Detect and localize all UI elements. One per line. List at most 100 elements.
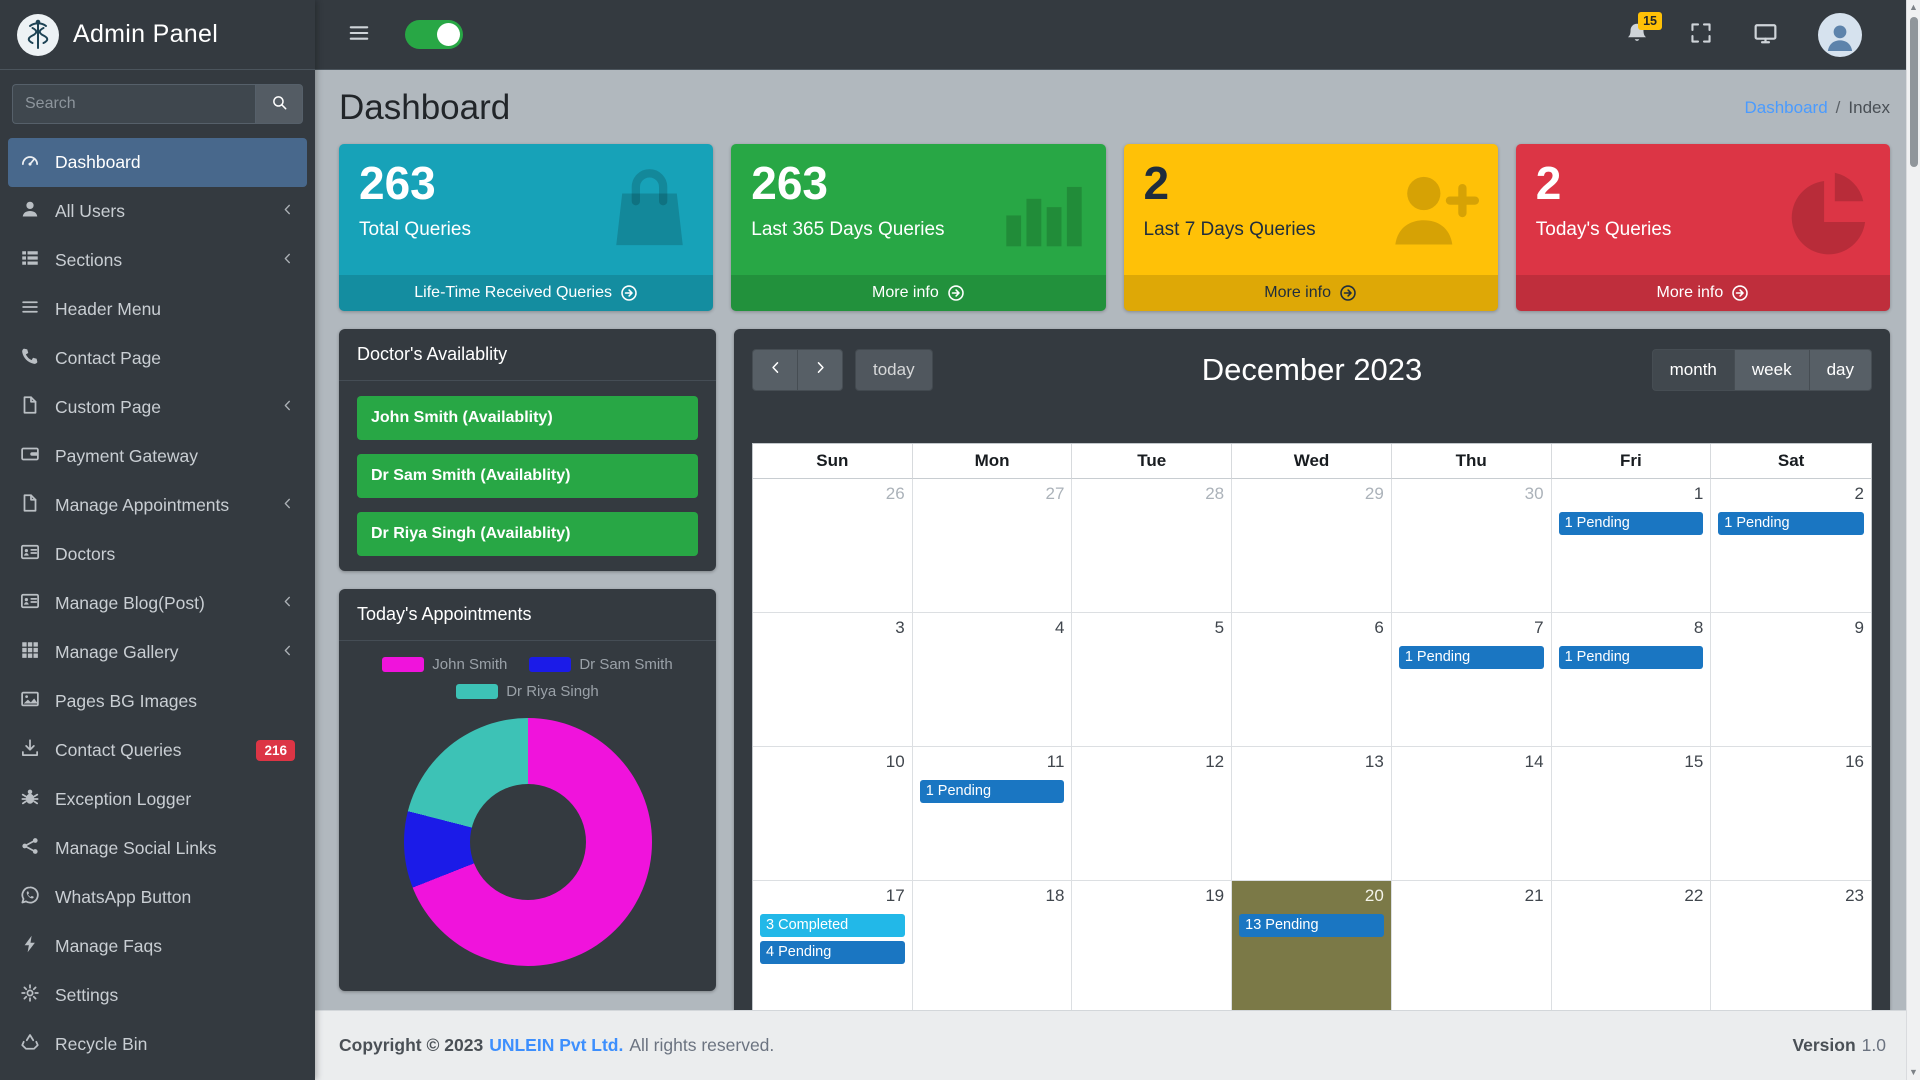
breadcrumb-separator: /	[1835, 98, 1841, 117]
calendar-date-number: 28	[1205, 483, 1225, 503]
calendar-date-number: 29	[1364, 483, 1384, 503]
calendar-card: today December 2023 month week day Sun Mon T…	[734, 328, 1890, 1010]
availability-button-dr-sam-smith-availablity[interactable]: Dr Sam Smith (Availablity)	[357, 453, 698, 498]
sidebar-item-manage-faqs[interactable]: Manage Faqs	[8, 922, 307, 971]
calendar-day-cell-12[interactable]: 12	[1072, 746, 1233, 881]
chevron-left-icon	[284, 253, 290, 264]
search-input[interactable]	[12, 84, 255, 124]
scroll-down-arrow[interactable]: ▼	[1909, 1067, 1918, 1077]
availability-button-john-smith-availablity[interactable]: John Smith (Availablity)	[357, 395, 698, 440]
calendar-view-week-button[interactable]: week	[1733, 348, 1810, 391]
sidebar-item-all-users[interactable]: All Users	[8, 187, 307, 236]
fullscreen-button[interactable]	[1689, 21, 1713, 48]
sidebar-item-manage-appointments[interactable]: Manage Appointments	[8, 481, 307, 530]
calendar-day-cell-27[interactable]: 27	[912, 478, 1073, 613]
sidebar-item-manage-blog-post[interactable]: Manage Blog(Post)	[8, 579, 307, 628]
calendar-event[interactable]: 4 Pending	[760, 940, 905, 965]
calendar-event[interactable]: 1 Pending	[1398, 645, 1544, 669]
calendar-date-number: 1	[1693, 483, 1704, 503]
calendar-day-cell-4[interactable]: 4	[912, 612, 1073, 747]
calendar-event[interactable]: 1 Pending	[1718, 511, 1864, 535]
wallet-icon	[21, 447, 39, 461]
id-card-icon	[21, 544, 39, 560]
theme-toggle-switch[interactable]	[405, 20, 463, 49]
arrow-circle-right-icon	[621, 284, 637, 301]
brand[interactable]: Admin Panel	[0, 0, 315, 70]
calendar-day-cell-23[interactable]: 23	[1711, 880, 1871, 1010]
sidebar-item-dashboard[interactable]: Dashboard	[8, 138, 307, 187]
sidebar-item-recycle-bin[interactable]: Recycle Bin	[8, 1020, 307, 1069]
calendar-event[interactable]: 1 Pending	[919, 779, 1065, 803]
calendar-day-cell-11[interactable]: 11 1 Pending	[912, 746, 1073, 881]
infobox-footer-link[interactable]: More info	[731, 274, 1106, 311]
calendar-prev-button[interactable]	[752, 348, 798, 391]
sidebar-item-manage-gallery[interactable]: Manage Gallery	[8, 628, 307, 677]
display-button[interactable]	[1753, 21, 1778, 49]
calendar-day-cell-13[interactable]: 13	[1232, 746, 1392, 881]
calendar-event[interactable]: 1 Pending	[1558, 511, 1704, 535]
calendar-view-month-button[interactable]: month	[1651, 348, 1735, 391]
infobox-footer-link[interactable]: More info	[1123, 274, 1498, 311]
search-icon	[271, 94, 288, 114]
sidebar-item-payment-gateway[interactable]: Payment Gateway	[8, 432, 307, 481]
sidebar-item-contact-queries[interactable]: Contact Queries 216	[8, 726, 307, 775]
sidebar-item-label: Header Menu	[55, 299, 162, 319]
notifications-button[interactable]: 15	[1625, 12, 1662, 48]
sidebar-item-header-menu[interactable]: Header Menu	[8, 285, 307, 334]
breadcrumb-dashboard-link[interactable]: Dashboard	[1744, 98, 1828, 117]
calendar-date-number: 20	[1364, 885, 1384, 905]
calendar-day-cell-21[interactable]: 21	[1391, 880, 1552, 1010]
calendar-day-cell-14[interactable]: 14	[1391, 746, 1552, 881]
calendar-event[interactable]: 13 Pending	[1239, 913, 1384, 937]
calendar-day-cell-6[interactable]: 6	[1232, 612, 1392, 747]
sidebar-item-sections[interactable]: Sections	[8, 236, 307, 285]
calendar-day-cell-1[interactable]: 1 1 Pending	[1551, 478, 1712, 613]
calendar-view-day-button[interactable]: day	[1808, 348, 1872, 391]
calendar-day-cell-22[interactable]: 22	[1551, 880, 1712, 1010]
calendar-day-cell-2[interactable]: 2 1 Pending	[1711, 478, 1871, 613]
calendar-event[interactable]: 1 Pending	[1558, 645, 1704, 669]
calendar-day-cell-17[interactable]: 17 3 Completed 4 Pending	[753, 880, 913, 1010]
calendar-day-cell-5[interactable]: 5	[1072, 612, 1233, 747]
calendar-day-cell-9[interactable]: 9	[1711, 612, 1871, 747]
calendar-day-cell-3[interactable]: 3	[753, 612, 913, 747]
calendar-day-cell-7[interactable]: 7 1 Pending	[1391, 612, 1552, 747]
calendar-date-number: 21	[1524, 885, 1544, 905]
calendar-day-cell-10[interactable]: 10	[753, 746, 913, 881]
calendar-day-cell-19[interactable]: 19	[1072, 880, 1233, 1010]
sidebar-item-label: Payment Gateway	[55, 446, 198, 466]
calendar-day-cell-18[interactable]: 18	[912, 880, 1073, 1010]
sidebar-search	[12, 84, 303, 124]
company-link[interactable]: UNLEIN Pvt Ltd.	[489, 1035, 624, 1055]
calendar-day-cell-28[interactable]: 28	[1072, 478, 1233, 613]
sidebar-item-custom-page[interactable]: Custom Page	[8, 383, 307, 432]
sidebar-item-settings[interactable]: Settings	[8, 971, 307, 1020]
sidebar-item-whatsapp-button[interactable]: WhatsApp Button	[8, 873, 307, 922]
infobox-label: Today's Queries	[1535, 218, 1672, 240]
scroll-up-arrow[interactable]: ▲	[1909, 2, 1918, 12]
sidebar-item-pages-bg-images[interactable]: Pages BG Images	[8, 677, 307, 726]
calendar-day-cell-15[interactable]: 15	[1551, 746, 1712, 881]
search-button[interactable]	[255, 84, 303, 124]
sidebar-item-manage-social-links[interactable]: Manage Social Links	[8, 824, 307, 873]
sidebar-toggle-button[interactable]	[347, 21, 371, 48]
calendar-next-button[interactable]	[797, 348, 843, 391]
sidebar-item-exception-logger[interactable]: Exception Logger	[8, 775, 307, 824]
calendar-day-cell-26[interactable]: 26	[753, 478, 913, 613]
sidebar-item-contact-page[interactable]: Contact Page	[8, 334, 307, 383]
calendar-day-cell-16[interactable]: 16	[1711, 746, 1871, 881]
sidebar-item-doctors[interactable]: Doctors	[8, 530, 307, 579]
calendar-day-cell-8[interactable]: 8 1 Pending	[1551, 612, 1712, 747]
calendar-day-cell-20[interactable]: 20 13 Pending	[1232, 880, 1392, 1010]
calendar-day-cell-30[interactable]: 30	[1391, 478, 1552, 613]
availability-button-dr-riya-singh-availablity[interactable]: Dr Riya Singh (Availablity)	[357, 511, 698, 556]
calendar-event[interactable]: 3 Completed	[760, 913, 905, 937]
calendar-day-cell-29[interactable]: 29	[1232, 478, 1392, 613]
calendar-today-button[interactable]: today	[855, 348, 933, 391]
infobox-footer-link[interactable]: More info	[1515, 274, 1890, 311]
scroll-thumb[interactable]	[1910, 17, 1918, 167]
content-wrapper: Dashboard Dashboard / Index 263 Total Que…	[315, 70, 1920, 1010]
user-avatar[interactable]	[1818, 12, 1862, 57]
calendar-day-header-wed: Wed	[1232, 443, 1392, 479]
infobox-footer-link[interactable]: Life-Time Received Queries	[339, 274, 714, 311]
